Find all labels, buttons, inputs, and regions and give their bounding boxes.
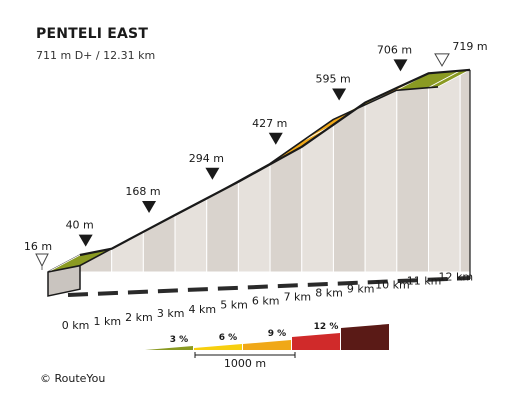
x-tick-label: 6 km — [252, 295, 280, 308]
x-tick-label: 0 km — [62, 319, 90, 332]
profile-walls — [79, 69, 471, 273]
legend-swatch — [194, 344, 242, 350]
legend-step-label: 9 % — [268, 329, 286, 339]
marker-label: 595 m — [316, 73, 351, 86]
x-tick-label: 9 km — [347, 282, 375, 295]
profile-top-surface — [47, 68, 471, 279]
x-tick-label: 5 km — [220, 299, 248, 312]
profile-base-stripe — [67, 276, 471, 297]
marker-label: 706 m — [377, 43, 412, 56]
marker-start-icon — [35, 253, 49, 268]
marker-label: 16 m — [24, 240, 52, 253]
marker-label: 719 m — [452, 40, 487, 53]
marker-label: 427 m — [252, 117, 287, 130]
marker-triangle-icon — [393, 59, 408, 72]
elevation-markers: 16 m 40 m 168 m 294 m 427 m 595 m 706 m 719 m — [24, 40, 488, 270]
legend-swatch — [145, 346, 193, 350]
copyright-text: © RouteYou — [40, 372, 106, 385]
legend-swatch — [243, 340, 291, 350]
x-tick-label: 4 km — [189, 303, 217, 316]
chart-title: PENTELI EAST — [36, 26, 149, 42]
marker-end-icon — [434, 53, 450, 67]
x-tick-label: 1 km — [93, 315, 121, 328]
x-tick-label: 3 km — [157, 307, 185, 320]
chart-subtitle: 711 m D+ / 12.31 km — [36, 49, 156, 62]
marker-triangle-icon — [268, 132, 283, 145]
marker-label: 294 m — [189, 152, 224, 165]
legend-swatch — [292, 333, 340, 350]
legend-step-label: 3 % — [170, 335, 188, 345]
marker-triangle-icon — [142, 200, 157, 213]
x-tick-label: 11 km — [407, 274, 442, 287]
x-tick-label: 7 km — [284, 291, 312, 304]
marker-triangle-icon — [332, 88, 347, 101]
marker-label: 40 m — [66, 219, 94, 232]
marker-label: 168 m — [125, 185, 160, 198]
x-tick-label: 2 km — [125, 311, 153, 324]
x-tick-label: 8 km — [315, 287, 343, 300]
legend-swatch — [341, 324, 389, 350]
x-axis-ticks: 0 km 1 km 2 km 3 km 4 km 5 km 6 km 7 km 8 km 9 km… — [62, 270, 473, 332]
legend-scale-label: 1000 m — [224, 357, 266, 370]
legend-step-label: 12 % — [314, 322, 339, 332]
marker-triangle-icon — [205, 167, 220, 180]
x-tick-label: 12 km — [438, 270, 473, 283]
profile-floor — [48, 272, 470, 296]
legend-step-label: 6 % — [219, 333, 237, 343]
profile-back-edge — [79, 68, 471, 257]
x-tick-label: 10 km — [375, 278, 410, 291]
marker-triangle-icon — [78, 234, 93, 247]
